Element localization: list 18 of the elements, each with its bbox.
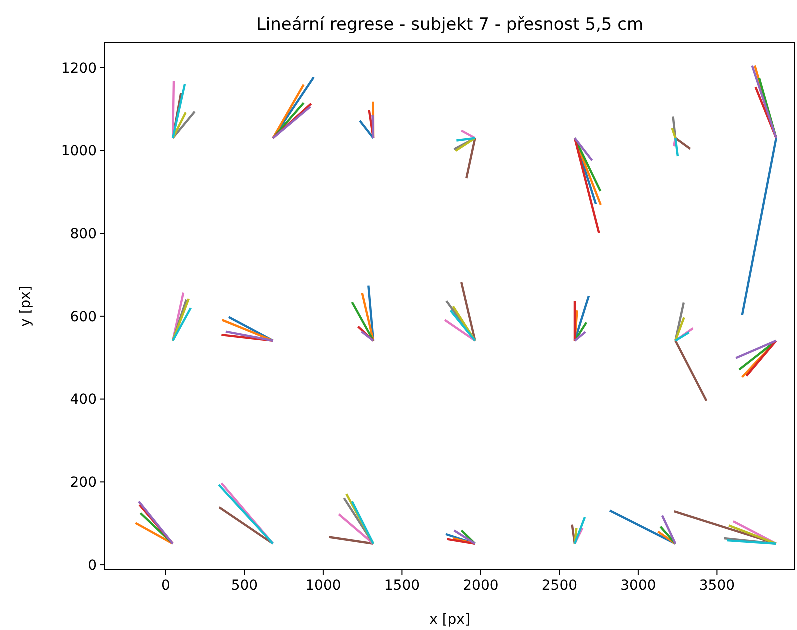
- y-tick-label: 800: [70, 226, 97, 242]
- x-tick-label: 3000: [620, 578, 656, 594]
- y-tick-label: 0: [88, 558, 97, 574]
- y-tick-label: 600: [70, 309, 97, 326]
- x-tick-label: 500: [231, 578, 258, 594]
- x-tick-label: 1000: [306, 578, 342, 594]
- x-tick-label: 1500: [384, 578, 420, 594]
- x-tick-label: 2500: [542, 578, 578, 594]
- x-tick-label: 2000: [463, 578, 499, 594]
- chart-title: Lineární regrese - subjekt 7 - přesnost 5,5 cm: [256, 15, 644, 35]
- y-tick-label: 400: [70, 392, 97, 408]
- y-tick-label: 1000: [61, 144, 97, 160]
- x-tick-label: 0: [161, 578, 170, 594]
- x-tick-label: 3500: [699, 578, 736, 594]
- y-axis-title: y [px]: [18, 286, 34, 327]
- y-tick-label: 200: [70, 475, 97, 492]
- y-tick-label: 1200: [61, 60, 97, 77]
- x-axis-title: x [px]: [430, 612, 470, 628]
